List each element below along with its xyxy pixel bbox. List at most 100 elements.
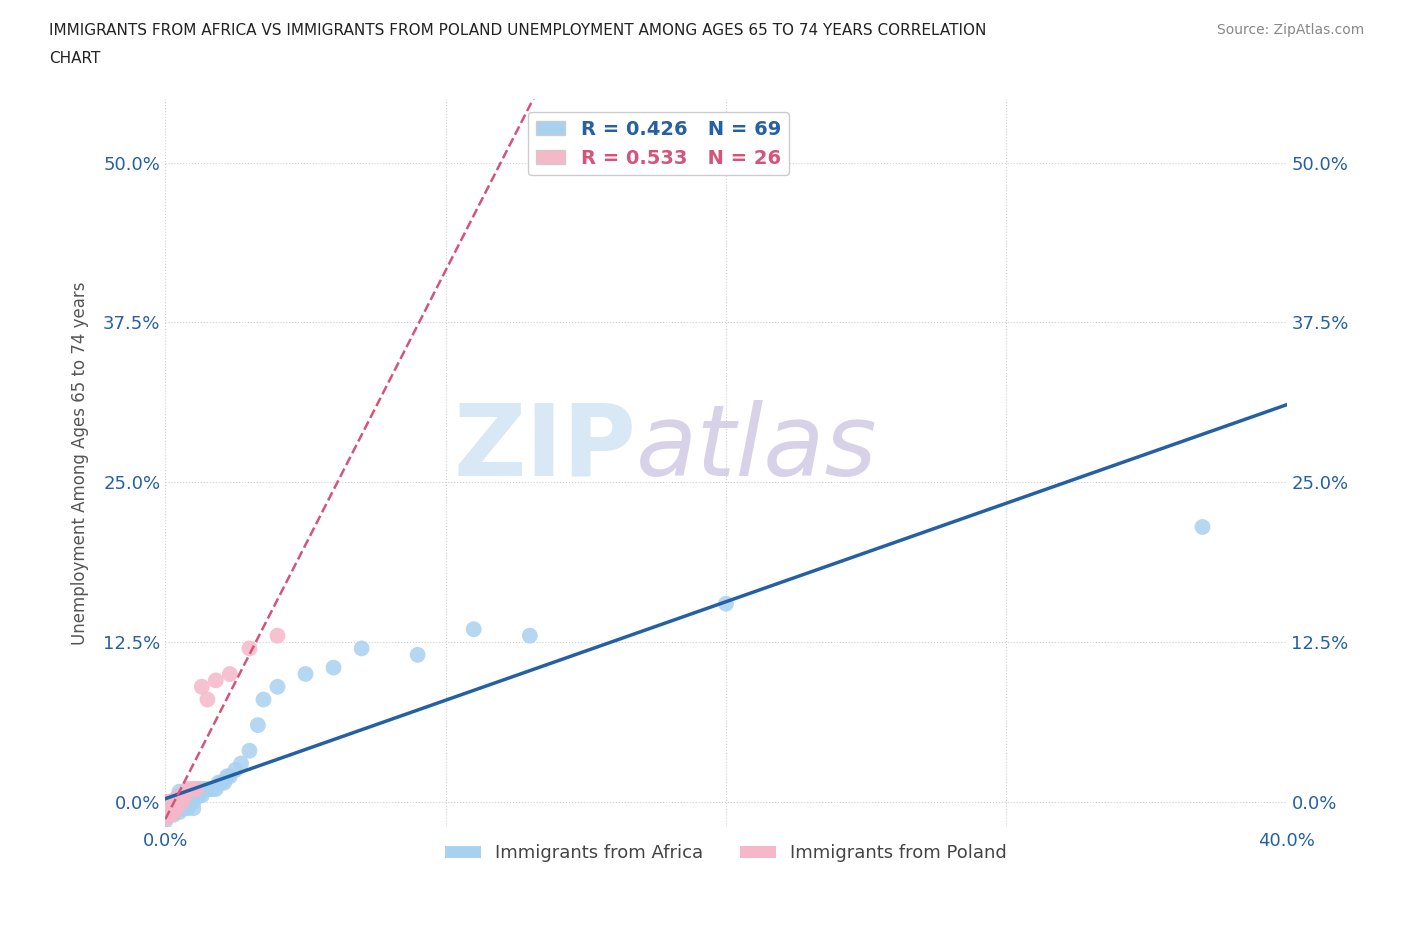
Point [169,784,191,799]
Point [266,628,288,643]
Point [188,781,211,796]
Point [174,788,197,803]
Point [155,794,177,809]
Point [186,788,208,803]
Point [160,794,183,809]
Text: ZIP: ZIP [453,400,637,497]
Point [157,807,180,822]
Point [215,769,238,784]
Point [155,801,177,816]
Point [172,801,194,816]
Point [160,794,183,809]
Point [163,807,186,822]
Point [169,788,191,803]
Text: IMMIGRANTS FROM AFRICA VS IMMIGRANTS FROM POLAND UNEMPLOYMENT AMONG AGES 65 TO 7: IMMIGRANTS FROM AFRICA VS IMMIGRANTS FRO… [49,23,987,38]
Point [174,788,197,803]
Point [188,788,211,803]
Point [155,804,177,819]
Point [169,794,191,809]
Point [252,692,274,707]
Point [155,801,177,816]
Point [155,807,177,822]
Point [519,628,541,643]
Point [163,801,186,816]
Y-axis label: Unemployment Among Ages 65 to 74 years: Unemployment Among Ages 65 to 74 years [72,281,89,644]
Point [157,801,180,816]
Point [218,667,240,682]
Point [183,801,205,816]
Point [155,807,177,822]
Point [246,718,269,733]
Point [350,641,373,656]
Point [163,801,186,816]
Point [169,794,191,809]
Point [186,781,208,796]
Point [197,692,219,707]
Point [200,781,222,796]
Point [183,788,205,803]
Point [224,763,246,777]
Point [180,781,202,796]
Point [157,804,180,819]
Point [177,788,200,803]
Point [166,790,188,805]
Point [169,801,191,816]
Point [163,794,186,809]
Point [463,622,485,637]
Text: atlas: atlas [637,400,877,497]
Point [172,794,194,809]
Point [177,781,200,796]
Point [160,807,183,822]
Point [155,814,177,829]
Point [174,801,197,816]
Point [191,679,214,694]
Point [1191,520,1213,535]
Point [183,781,205,796]
Point [166,801,188,816]
Point [191,788,214,803]
Point [183,794,205,809]
Legend: Immigrants from Africa, Immigrants from Poland: Immigrants from Africa, Immigrants from … [437,837,1014,870]
Point [194,781,217,796]
Point [169,788,191,803]
Point [155,807,177,822]
Point [218,769,240,784]
Point [229,756,252,771]
Point [169,804,191,819]
Point [238,641,260,656]
Point [212,776,235,790]
Point [172,794,194,809]
Point [238,743,260,758]
Point [166,794,188,809]
Text: Source: ZipAtlas.com: Source: ZipAtlas.com [1216,23,1364,37]
Point [177,794,200,809]
Point [163,797,186,812]
Point [166,801,188,816]
Point [294,667,316,682]
Point [172,788,194,803]
Point [166,794,188,809]
Text: CHART: CHART [49,51,101,66]
Point [160,794,183,809]
Point [204,673,226,688]
Point [174,794,197,809]
Point [202,781,225,796]
Point [157,801,180,816]
Point [197,781,219,796]
Point [155,811,177,826]
Point [406,647,429,662]
Point [714,596,737,611]
Point [180,794,202,809]
Point [163,804,186,819]
Point [209,776,232,790]
Point [160,801,183,816]
Point [157,807,180,822]
Point [155,794,177,809]
Point [266,679,288,694]
Point [160,798,183,813]
Point [191,781,214,796]
Point [207,776,229,790]
Point [177,801,200,816]
Point [186,781,208,796]
Point [155,810,177,825]
